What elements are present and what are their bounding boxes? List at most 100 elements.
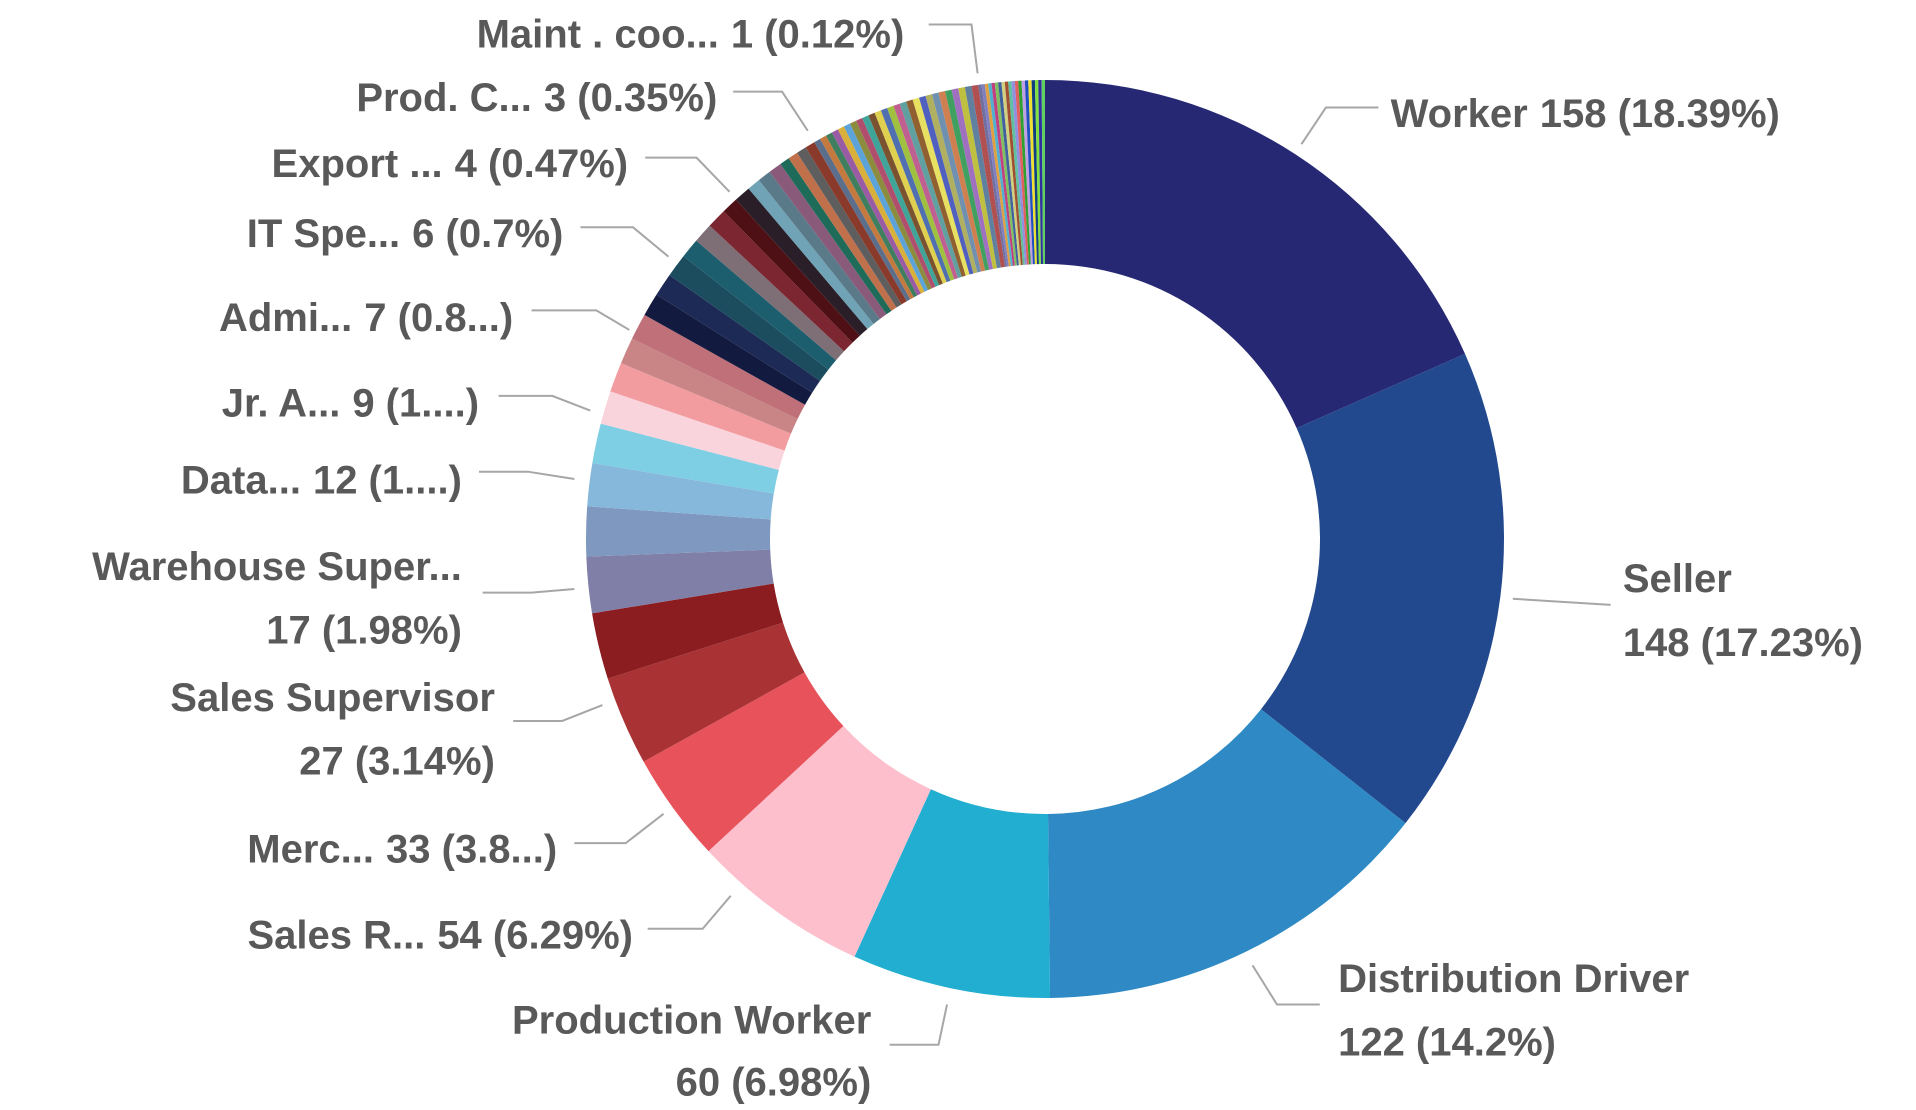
leader-line — [647, 895, 732, 930]
label-category: Prod. C... — [356, 76, 532, 120]
slice — [696, 225, 845, 361]
slice — [991, 82, 1015, 266]
leader-line — [580, 226, 670, 258]
leader-line — [498, 394, 591, 412]
slice — [899, 101, 962, 279]
slice — [1038, 80, 1043, 265]
label-value: 122 (14.2%) — [1338, 1020, 1556, 1064]
slice — [906, 99, 966, 277]
slice — [758, 171, 880, 324]
slice — [586, 549, 774, 614]
label-category: Export ... — [272, 142, 443, 186]
slice — [585, 506, 771, 557]
slice — [788, 152, 897, 311]
slice — [708, 726, 931, 957]
slice — [862, 115, 940, 287]
data-label: Jr. A... 9 (1....) — [222, 381, 479, 425]
label-value: 33 (3.8...) — [386, 827, 557, 871]
slice — [780, 158, 892, 315]
slice — [994, 82, 1017, 266]
label-value: 17 (1.98%) — [266, 609, 462, 653]
slice — [656, 275, 821, 393]
leader-line — [1300, 106, 1379, 145]
slice — [856, 117, 936, 289]
slice — [978, 84, 1007, 267]
slice — [592, 423, 779, 494]
slice — [735, 188, 868, 336]
slice — [1001, 81, 1021, 266]
label-category: Worker — [1391, 92, 1528, 136]
slice — [709, 211, 853, 352]
label-value: 54 (6.29%) — [437, 913, 633, 957]
slice — [748, 180, 874, 330]
label-value: 60 (6.98%) — [676, 1061, 872, 1105]
label-category: Sales R... — [247, 913, 425, 957]
label-category: Seller — [1623, 557, 1732, 601]
slice — [854, 789, 1051, 998]
slice — [981, 83, 1009, 267]
slice — [820, 135, 914, 300]
label-value: 6 (0.7%) — [412, 211, 563, 255]
slice — [874, 110, 947, 284]
slice — [1021, 80, 1033, 265]
data-label: Worker 158 (18.39%) — [1391, 92, 1780, 136]
label-category: Jr. A... — [222, 381, 341, 425]
slice — [1034, 80, 1041, 265]
leader-line — [574, 813, 665, 845]
slice — [912, 97, 970, 276]
slice — [644, 294, 813, 405]
label-category: Data... — [181, 458, 301, 502]
slice — [669, 256, 829, 381]
label-category: IT Spe... — [247, 211, 400, 255]
slice — [925, 94, 978, 274]
label-value: 1 (0.12%) — [731, 12, 904, 56]
slice — [1004, 81, 1023, 266]
slice — [1260, 353, 1504, 824]
slice — [958, 87, 997, 269]
data-label: Maint . coo... 1 (0.12%) — [477, 12, 905, 56]
slice — [932, 92, 982, 273]
slice — [837, 126, 925, 294]
label-category: Distribution Driver — [1338, 957, 1689, 1001]
slice — [998, 82, 1019, 266]
label-value: 148 (17.23%) — [1623, 621, 1863, 665]
slice — [988, 83, 1013, 267]
slice — [1028, 80, 1037, 265]
slice — [868, 112, 943, 286]
leader-line — [513, 704, 603, 722]
data-label: Export ... 4 (0.47%) — [272, 142, 629, 186]
slice — [610, 363, 791, 451]
label-category: Sales Supervisor — [170, 676, 495, 720]
slice — [632, 314, 806, 419]
slice — [893, 103, 959, 280]
slice — [1024, 80, 1035, 265]
slice — [643, 672, 844, 852]
leader-line — [531, 309, 630, 331]
slice — [880, 108, 951, 283]
data-label: Prod. C... 3 (0.35%) — [356, 76, 717, 120]
label-category: Production Worker — [512, 998, 871, 1042]
leader-line — [889, 1004, 949, 1046]
leader-line — [733, 90, 809, 132]
label-value: 4 (0.47%) — [455, 142, 628, 186]
slice — [984, 83, 1011, 267]
slice — [797, 147, 902, 308]
slice — [964, 85, 1001, 269]
slice — [1011, 80, 1027, 265]
slice — [971, 84, 1005, 268]
leader-line — [645, 156, 731, 193]
data-label: Admi... 7 (0.8...) — [219, 296, 513, 340]
slice — [1031, 80, 1039, 265]
slice — [831, 129, 921, 296]
slice — [1018, 80, 1031, 265]
slice — [1048, 709, 1406, 998]
slice — [1045, 80, 1466, 429]
data-label: IT Spe... 6 (0.7%) — [247, 211, 564, 255]
slice — [1041, 80, 1045, 265]
slice — [951, 88, 994, 270]
slice — [587, 462, 774, 520]
leader-line — [482, 588, 575, 594]
slice — [945, 89, 990, 271]
slice — [600, 391, 785, 470]
